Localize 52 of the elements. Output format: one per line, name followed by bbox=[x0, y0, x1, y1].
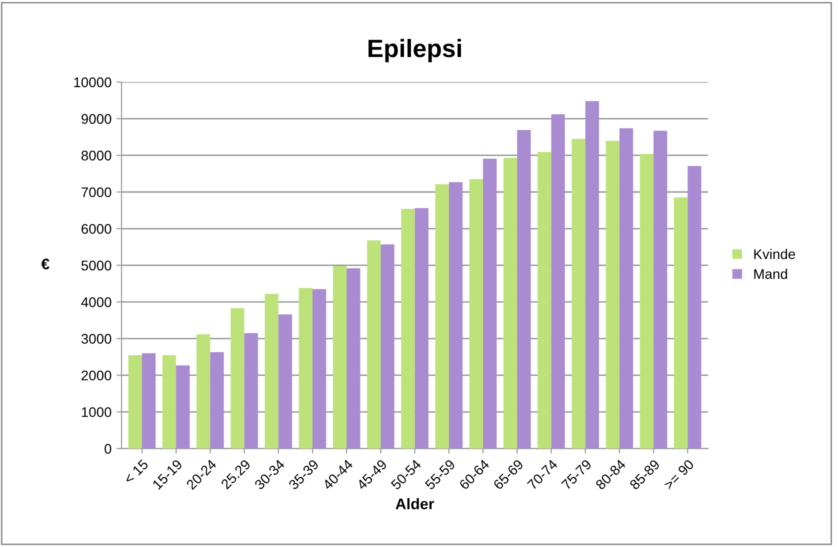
bar bbox=[674, 197, 688, 449]
bar bbox=[230, 308, 244, 449]
bar bbox=[483, 158, 497, 449]
y-tick-label: 1000 bbox=[82, 407, 112, 418]
bar bbox=[619, 128, 634, 449]
bar bbox=[142, 353, 156, 449]
bar bbox=[572, 138, 586, 449]
bar bbox=[503, 158, 518, 449]
x-tick-label: >= 90 bbox=[663, 458, 694, 490]
bar bbox=[162, 355, 176, 449]
bar bbox=[606, 140, 620, 449]
y-axis-title: € bbox=[41, 258, 50, 270]
legend-label: Mand bbox=[754, 268, 788, 279]
y-tick-label: 0 bbox=[104, 444, 112, 454]
x-axis-title: Alder bbox=[396, 498, 434, 510]
bar bbox=[264, 294, 278, 449]
bar bbox=[380, 244, 394, 449]
bar bbox=[469, 179, 484, 449]
x-tick-label: < 15 bbox=[123, 459, 149, 484]
bar bbox=[278, 314, 292, 449]
bar bbox=[538, 152, 552, 449]
y-tick-label: 4000 bbox=[81, 297, 112, 308]
y-tick-label: 6000 bbox=[82, 224, 112, 234]
bar bbox=[210, 352, 224, 449]
y-tick-label: 2000 bbox=[82, 370, 112, 380]
bar bbox=[346, 268, 360, 449]
bar bbox=[688, 166, 702, 449]
bar bbox=[332, 266, 347, 449]
y-tick-label: 3000 bbox=[81, 334, 112, 344]
y-tick-label: 8000 bbox=[81, 150, 112, 161]
bar bbox=[448, 182, 463, 449]
bar bbox=[517, 130, 531, 449]
bar bbox=[640, 154, 654, 449]
y-tick-label: 7000 bbox=[82, 187, 112, 198]
bar bbox=[244, 333, 258, 449]
bar bbox=[435, 184, 449, 449]
bar bbox=[176, 365, 190, 449]
bar bbox=[401, 208, 415, 449]
bar bbox=[585, 101, 599, 449]
bar bbox=[654, 130, 668, 449]
y-tick-label: 9000 bbox=[82, 114, 112, 124]
bar bbox=[128, 355, 142, 449]
bar bbox=[196, 334, 210, 449]
legend-label: Kvinde bbox=[754, 248, 796, 260]
bar bbox=[367, 240, 381, 449]
y-tick-label: 10000 bbox=[74, 77, 112, 88]
bar bbox=[551, 114, 565, 449]
bar bbox=[298, 288, 312, 449]
y-tick-label: 5000 bbox=[81, 260, 112, 270]
bar bbox=[312, 289, 326, 449]
bar bbox=[414, 208, 428, 449]
chart-title: Epilepsi bbox=[368, 38, 461, 62]
